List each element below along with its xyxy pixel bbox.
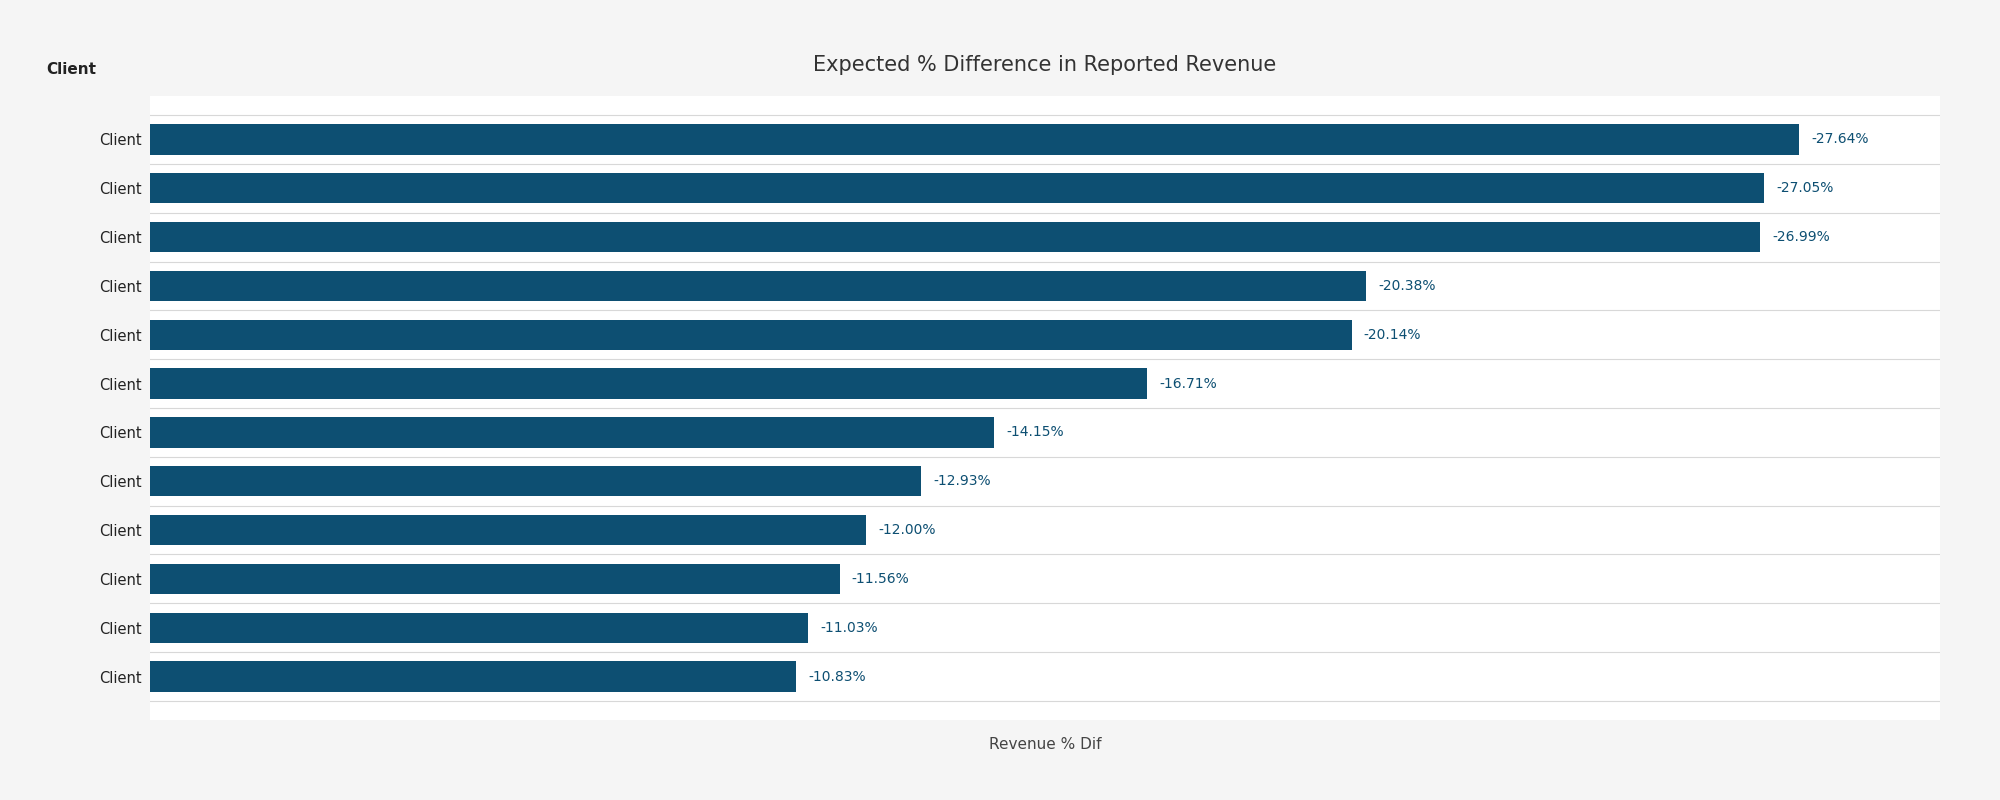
Bar (150, 613, 808, 643)
Text: -20.38%: -20.38% (1378, 279, 1436, 293)
Text: -11.56%: -11.56% (852, 572, 910, 586)
Text: -12.00%: -12.00% (878, 523, 936, 537)
Bar (150, 564, 840, 594)
Bar (150, 418, 994, 447)
Text: -27.05%: -27.05% (1776, 182, 1834, 195)
Text: Client: Client (46, 62, 96, 78)
Text: -20.14%: -20.14% (1364, 328, 1422, 342)
Bar (150, 320, 1352, 350)
Text: -27.64%: -27.64% (1812, 133, 1868, 146)
Bar (150, 466, 922, 496)
Text: -16.71%: -16.71% (1158, 377, 1216, 390)
Bar (150, 173, 1764, 203)
Bar (150, 369, 1148, 398)
X-axis label: Revenue % Dif: Revenue % Dif (988, 737, 1102, 752)
Title: Expected % Difference in Reported Revenue: Expected % Difference in Reported Revenu… (814, 55, 1276, 75)
Text: -11.03%: -11.03% (820, 621, 878, 634)
Bar (150, 271, 1366, 301)
Text: -14.15%: -14.15% (1006, 426, 1064, 439)
Text: -12.93%: -12.93% (934, 474, 992, 488)
Bar (150, 222, 1760, 252)
Bar (150, 515, 866, 545)
Text: -10.83%: -10.83% (808, 670, 866, 683)
Bar (150, 662, 796, 692)
Bar (150, 124, 1800, 154)
Text: -26.99%: -26.99% (1772, 230, 1830, 244)
